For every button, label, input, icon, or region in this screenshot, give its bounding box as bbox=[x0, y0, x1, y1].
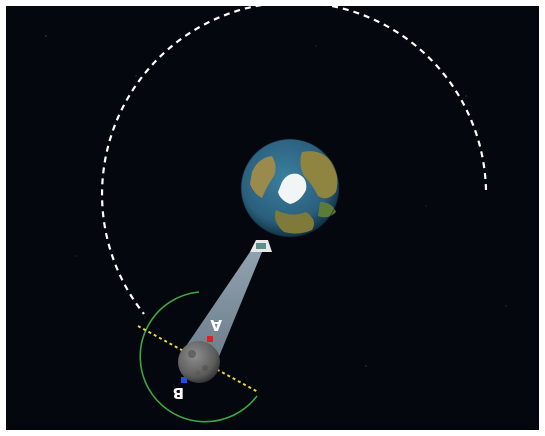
space-scene[interactable]: A B bbox=[6, 6, 539, 430]
point-a-marker[interactable] bbox=[207, 336, 213, 342]
earth-landmass-north-america bbox=[250, 156, 276, 198]
point-b-marker[interactable] bbox=[181, 377, 187, 383]
earth-landmass-south bbox=[275, 210, 314, 234]
earth-globe[interactable] bbox=[240, 138, 340, 238]
earth-polar-ice bbox=[278, 173, 307, 204]
camera-icon[interactable] bbox=[250, 240, 272, 252]
view-cone bbox=[182, 252, 262, 364]
starfield bbox=[45, 35, 507, 367]
visibility-arc bbox=[139, 291, 258, 423]
scene-svg: A B bbox=[45, 6, 507, 423]
moon-sphere[interactable] bbox=[178, 341, 220, 383]
point-b-label: B bbox=[173, 384, 184, 402]
moon-orbit-path bbox=[100, 6, 488, 315]
point-a-label: A bbox=[210, 316, 222, 334]
earth-landmass-europe-asia bbox=[300, 151, 338, 199]
